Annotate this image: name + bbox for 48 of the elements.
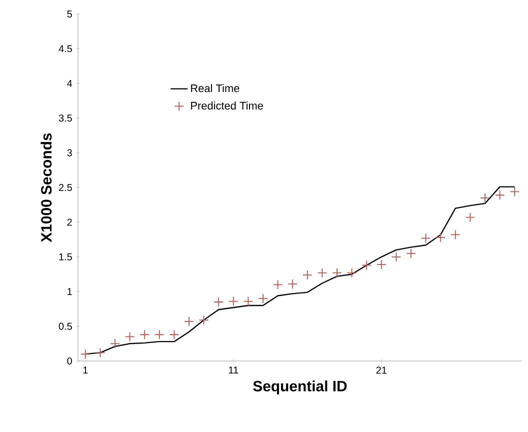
y-tick-label: 4.5 xyxy=(58,45,72,52)
y-tick-label: 3 xyxy=(67,149,72,156)
point xyxy=(302,270,312,280)
point xyxy=(494,190,505,200)
point xyxy=(80,349,90,359)
point xyxy=(228,296,238,306)
point xyxy=(332,268,342,278)
point xyxy=(406,248,416,258)
y-axis-title: X1000 Seconds xyxy=(40,133,52,242)
y-tick-label: 3.5 xyxy=(58,114,72,122)
x-tick-label: 1 xyxy=(83,366,88,374)
y-tick-label: 5 xyxy=(67,10,72,18)
point xyxy=(510,186,520,197)
point xyxy=(184,316,194,326)
x-tick-label: 11 xyxy=(228,366,238,374)
point xyxy=(95,348,106,358)
point xyxy=(272,280,283,290)
point xyxy=(420,233,431,244)
x-axis-title: Sequential ID xyxy=(253,380,347,394)
point xyxy=(140,330,150,340)
point xyxy=(436,232,446,242)
legend-label: Real Time xyxy=(191,84,240,92)
legend-label: Predicted Time xyxy=(191,102,263,110)
y-tick-label: 4 xyxy=(67,80,72,87)
point xyxy=(317,268,328,278)
point xyxy=(169,330,180,340)
point xyxy=(124,332,135,342)
point xyxy=(198,315,209,325)
point xyxy=(243,296,254,306)
y-tick-label: 1.5 xyxy=(59,253,72,260)
point xyxy=(465,212,476,222)
x-tick-label: 21 xyxy=(376,366,386,374)
point xyxy=(450,230,460,240)
y-tick-label: 2.5 xyxy=(59,184,72,192)
point xyxy=(346,268,357,278)
point xyxy=(362,260,372,270)
y-tick-label: 1 xyxy=(68,288,72,296)
y-tick-label: 2 xyxy=(67,218,72,226)
point xyxy=(258,294,268,304)
point xyxy=(214,297,224,307)
point xyxy=(110,338,120,349)
point xyxy=(288,279,298,289)
point xyxy=(376,260,386,270)
point xyxy=(154,330,164,340)
y-tick-label: 0 xyxy=(67,357,72,365)
point xyxy=(480,192,490,203)
point xyxy=(391,252,402,262)
y-tick-label: 0.5 xyxy=(58,322,72,330)
